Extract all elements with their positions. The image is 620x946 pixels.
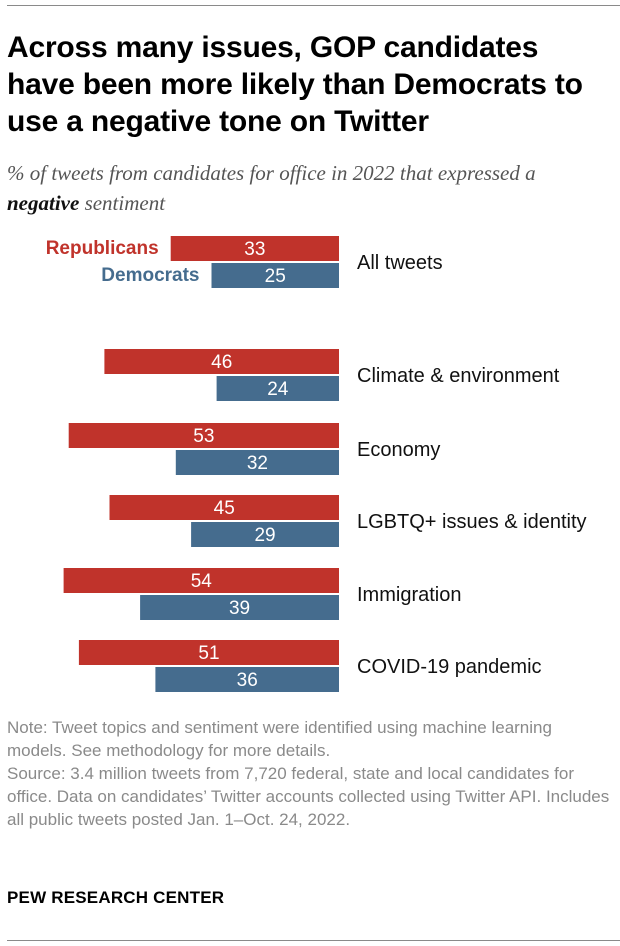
- top-rule: [7, 5, 620, 6]
- bar-democrats: [155, 667, 339, 692]
- category-group: 51 36 COVID-19 pandemic: [78, 640, 542, 692]
- note-text: Note: Tweet topics and sentiment were id…: [7, 718, 552, 760]
- category-label: All tweets: [357, 252, 443, 274]
- category-label: Economy: [357, 439, 440, 461]
- data-label: 24: [267, 379, 289, 400]
- category-group: 53 32 Economy: [68, 423, 440, 475]
- bar-chart: 33 Republicans 25 Democrats All tweets 46 24 Cl…: [46, 236, 587, 692]
- subtitle-text-end: sentiment: [79, 191, 166, 215]
- data-label: 39: [229, 598, 250, 619]
- data-label: 53: [193, 426, 214, 447]
- chart-subtitle: % of tweets from candidates for office i…: [7, 158, 612, 218]
- brand-logo-text: PEW RESEARCH CENTER: [7, 888, 225, 907]
- legend-democrats: Democrats: [101, 265, 199, 286]
- subtitle-emphasis: negative: [7, 191, 80, 215]
- bar-republicans: [104, 349, 340, 374]
- bar-republicans: [170, 236, 339, 261]
- bar-democrats: [211, 263, 339, 288]
- data-label: 54: [191, 571, 213, 592]
- category-group: 54 39 Immigration: [63, 568, 461, 620]
- category-group: 33 Republicans 25 Democrats All tweets: [46, 236, 443, 288]
- bottom-rule: [7, 940, 620, 941]
- bar-democrats: [216, 376, 339, 401]
- bar-republicans: [109, 495, 339, 520]
- chart-title: Across many issues, GOP candidates have …: [7, 31, 583, 138]
- category-group: 45 29 LGBTQ+ issues & identity: [109, 495, 587, 547]
- chart-note: Note: Tweet topics and sentiment were id…: [7, 716, 612, 831]
- category-label: Immigration: [357, 584, 461, 606]
- data-label: 36: [237, 670, 258, 691]
- category-label: Climate & environment: [357, 365, 560, 387]
- subtitle-text-start: % of tweets from candidates for office i…: [7, 161, 536, 185]
- data-label: 46: [211, 352, 232, 373]
- bar-republicans: [63, 568, 339, 593]
- bar-democrats: [140, 595, 339, 620]
- bar-democrats: [191, 522, 339, 547]
- category-label: COVID-19 pandemic: [357, 656, 542, 678]
- bar-republicans: [68, 423, 339, 448]
- bar-democrats: [175, 450, 339, 475]
- data-label: 29: [254, 525, 275, 546]
- data-label: 51: [198, 643, 219, 664]
- data-label: 32: [247, 453, 268, 474]
- data-label: 25: [265, 266, 286, 287]
- category-group: 46 24 Climate & environment: [104, 349, 560, 401]
- data-label: 33: [244, 239, 265, 260]
- data-label: 45: [214, 498, 235, 519]
- legend-republicans: Republicans: [46, 238, 159, 259]
- bar-republicans: [78, 640, 340, 665]
- category-label: LGBTQ+ issues & identity: [357, 511, 587, 533]
- source-text: Source: 3.4 million tweets from 7,720 fe…: [7, 764, 610, 829]
